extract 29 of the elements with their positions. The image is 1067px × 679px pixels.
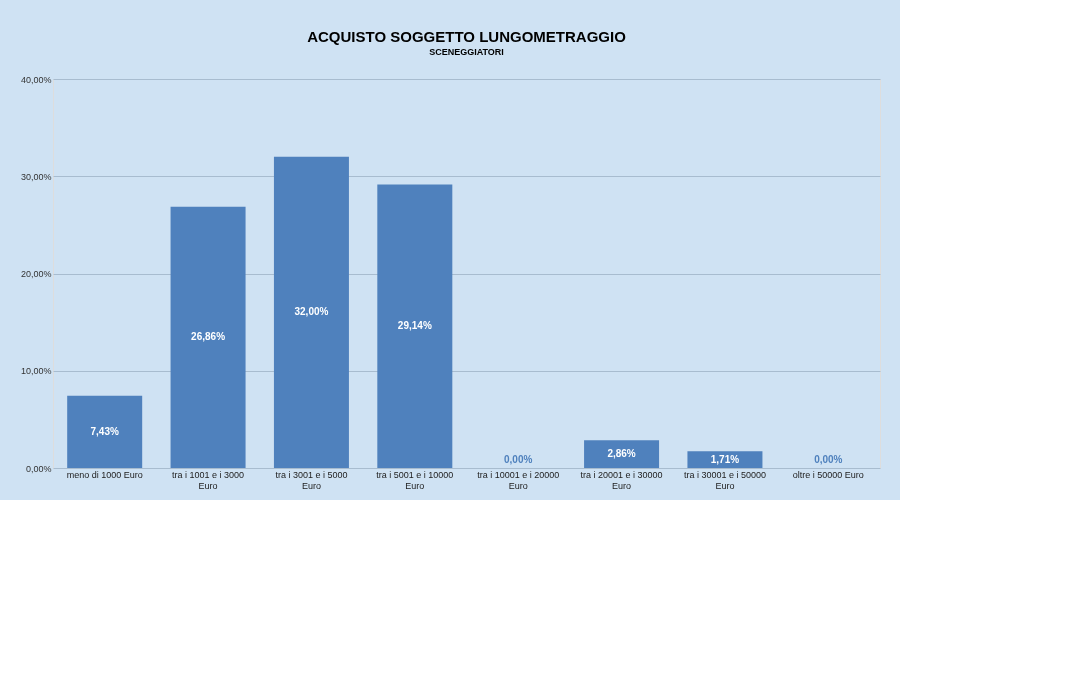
x-tick-label: tra i 10001 e i 20000 Euro	[477, 469, 560, 491]
y-tick-label: 30,00%	[20, 171, 52, 182]
data-label: 0,00%	[814, 454, 843, 465]
bar	[67, 395, 143, 468]
x-tick-label: tra i 20001 e i 30000 Euro	[580, 469, 663, 491]
y-tick-label: 0,00%	[25, 463, 52, 474]
y-tick-label: 40,00%	[20, 74, 52, 85]
data-label: 0,00%	[504, 454, 533, 465]
data-label: 1,71%	[710, 453, 740, 465]
data-label: 2,86%	[607, 448, 636, 460]
bar	[170, 206, 246, 468]
y-tick-label: 10,00%	[20, 366, 52, 377]
x-tick-label: tra i 5001 e i 10000 Euro	[376, 469, 454, 491]
x-tick-label: meno di 1000 Euro	[66, 469, 143, 480]
data-label: 7,43%	[90, 425, 119, 437]
x-tick-label: tra i 30001 e i 50000 Euro	[683, 469, 766, 491]
chart-subtitle: SCENEGGIATORI	[429, 47, 504, 57]
x-tick-label: tra i 1001 e i 3000 Euro	[172, 469, 245, 491]
x-tick-label: tra i 3001 e i 5000 Euro	[275, 469, 348, 491]
x-tick-label: oltre i 50000 Euro	[792, 469, 864, 480]
data-label: 26,86%	[191, 331, 226, 343]
bar	[584, 440, 660, 468]
y-tick-label: 20,00%	[20, 269, 52, 279]
chart-title: ACQUISTO SOGGETTO LUNGOMETRAGGIO	[307, 28, 627, 45]
data-label: 32,00%	[294, 306, 329, 318]
data-label: 29,14%	[397, 320, 432, 332]
bar	[273, 156, 349, 468]
bar	[377, 184, 453, 468]
bar	[687, 451, 763, 468]
